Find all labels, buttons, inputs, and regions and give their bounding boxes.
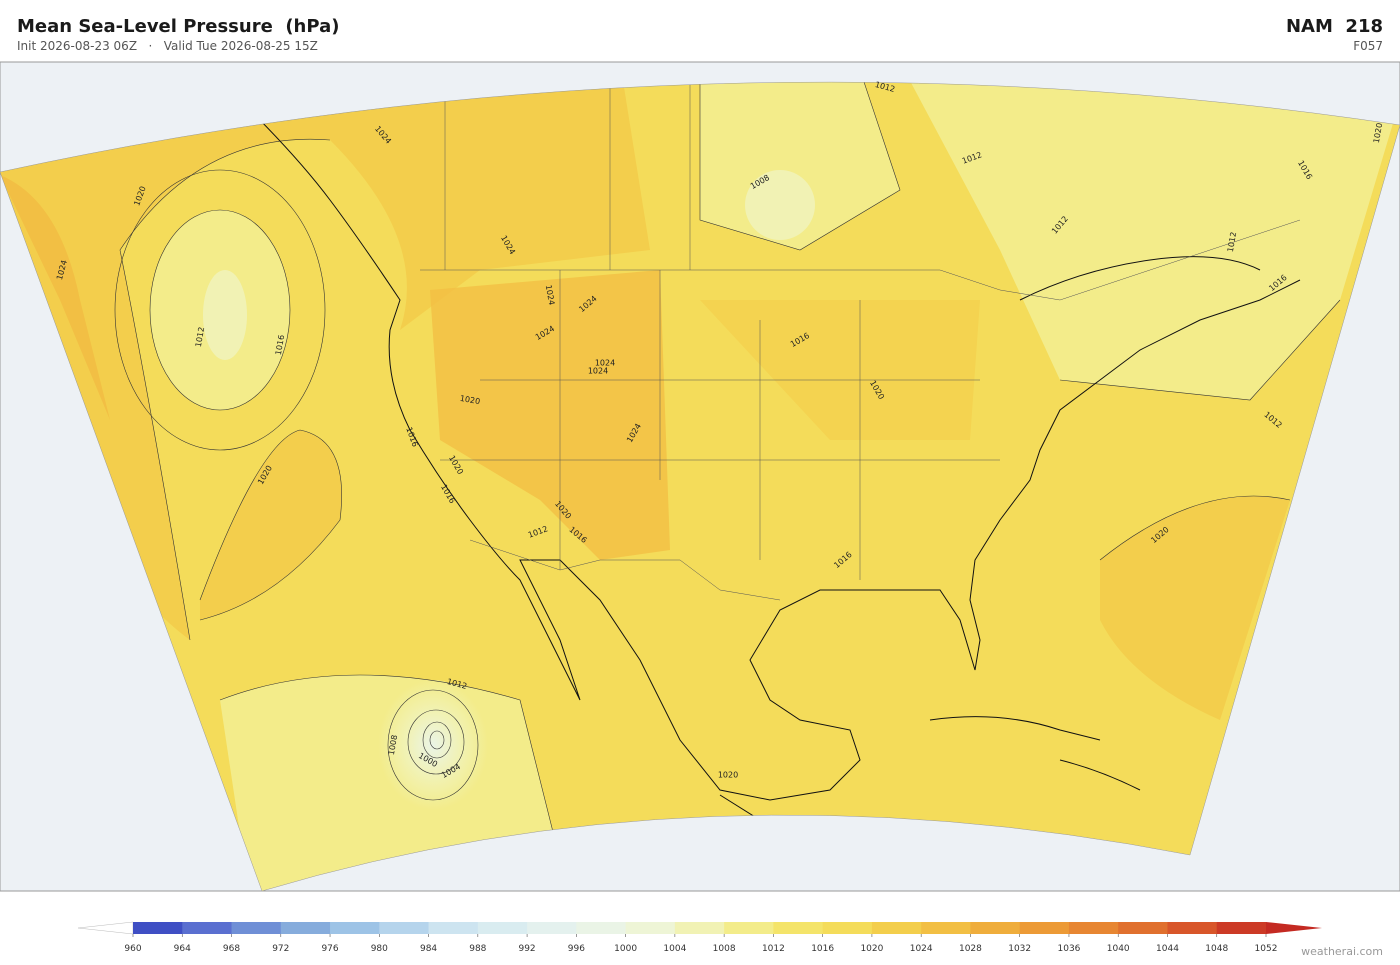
- colorbar-segment: [280, 922, 331, 934]
- colorbar-over: [1266, 922, 1322, 934]
- colorbar-segment: [576, 922, 627, 934]
- isobars: [114, 82, 1341, 861]
- colorbar-segment: [1068, 922, 1119, 934]
- colorbar-segment: [231, 922, 282, 934]
- field-high: [430, 270, 670, 560]
- contour-label: 1012: [1226, 231, 1238, 253]
- colorbar-segment: [674, 922, 725, 934]
- borders: [420, 82, 1301, 601]
- field-low: [203, 270, 247, 360]
- field-high: [200, 430, 342, 620]
- pressure-field: [0, 82, 1400, 891]
- colorbar-tick-label: 1048: [1205, 944, 1228, 954]
- field-low: [745, 170, 815, 240]
- colorbar: 960 964 968 972 976 980 984 988 992 996 1000 1004 10…: [77, 921, 1322, 954]
- colorbar-segment: [822, 922, 873, 934]
- colorbar-tick-label: 996: [568, 944, 585, 954]
- valid: Valid Tue 2026-08-25 15Z: [163, 39, 318, 53]
- field-low: [378, 680, 488, 810]
- colorbar-segment: [1118, 922, 1168, 934]
- forecast-hour: F057: [1353, 39, 1383, 53]
- field-high: [0, 82, 650, 640]
- model: NAM 218: [1285, 16, 1383, 37]
- contour-label: 1020: [1372, 122, 1384, 144]
- colorbar-segment: [970, 922, 1021, 934]
- contour-label: 1012: [194, 326, 206, 348]
- colorbar-tick-label: 992: [518, 944, 535, 954]
- colorbar-under: [77, 921, 134, 935]
- colorbar-segment: [527, 922, 577, 934]
- contour-label: 1024: [544, 284, 556, 306]
- field-low: [900, 82, 1400, 400]
- colorbar-tick-label: 988: [469, 944, 486, 954]
- colorbar-segment: [330, 922, 380, 934]
- colorbar-segment: [379, 922, 430, 934]
- colorbar-tick-label: 1028: [959, 944, 982, 954]
- colorbar-tick-label: 1008: [713, 944, 736, 954]
- colorbar-tick-label: 1016: [811, 944, 834, 954]
- colorbar-segment: [724, 922, 774, 934]
- colorbar-tick-label: 1044: [1156, 944, 1179, 954]
- colorbar-segment: [871, 922, 922, 934]
- colorbar-segment: [773, 922, 824, 934]
- colorbar-segment: [921, 922, 971, 934]
- colorbar-tick-label: 1004: [663, 944, 686, 954]
- colorbar-segment: [428, 922, 479, 934]
- colorbar-tick-label: 960: [124, 944, 141, 954]
- colorbar-segment: [625, 922, 676, 934]
- colorbar-tick-label: 1032: [1008, 944, 1031, 954]
- colorbar-tick-label: 972: [272, 944, 289, 954]
- init: Init 2026-08-23 06Z: [17, 39, 138, 53]
- field-high: [1100, 496, 1290, 720]
- colorbar-tick-label: 1020: [860, 944, 883, 954]
- colorbar-tick-label: 1000: [614, 944, 637, 954]
- colorbar-segment: [1019, 922, 1070, 934]
- contour-label: 1016: [274, 334, 286, 356]
- colorbar-segment: [182, 922, 233, 934]
- contour-label: 1024: [588, 367, 608, 376]
- colorbar-segment: [1216, 922, 1267, 934]
- contour-label: 1024: [595, 359, 615, 368]
- colorbar-tick-label: 1024: [910, 944, 933, 954]
- colorbar-tick-label: 980: [371, 944, 388, 954]
- separator: ·: [148, 39, 153, 53]
- colorbar-tick-label: 968: [223, 944, 240, 954]
- contour-label: 1020: [718, 771, 738, 780]
- contour-label: 1020: [459, 394, 481, 406]
- title: Mean Sea-Level Pressure (hPa): [17, 16, 340, 37]
- colorbar-tick-label: 1052: [1255, 944, 1278, 954]
- field-high: [700, 300, 980, 440]
- colorbar-tick-label: 964: [174, 944, 191, 954]
- subtitle: Init 2026-08-23 06Z · Valid Tue 2026-08-…: [17, 39, 318, 53]
- domain-edge: [0, 81, 1400, 892]
- colorbar-tick-label: 1012: [762, 944, 785, 954]
- colorbar-tick-label: 984: [420, 944, 437, 954]
- colorbar-tick-label: 976: [321, 944, 338, 954]
- colorbar-tick-label: 1040: [1107, 944, 1130, 954]
- colorbar-segment: [133, 922, 183, 934]
- colorbar-segment: [477, 922, 528, 934]
- contour-label: 1008: [387, 734, 399, 756]
- colorbar-segment: [1167, 922, 1218, 934]
- colorbar-tick-label: 1036: [1058, 944, 1081, 954]
- credit: weatherai.com: [1301, 945, 1383, 958]
